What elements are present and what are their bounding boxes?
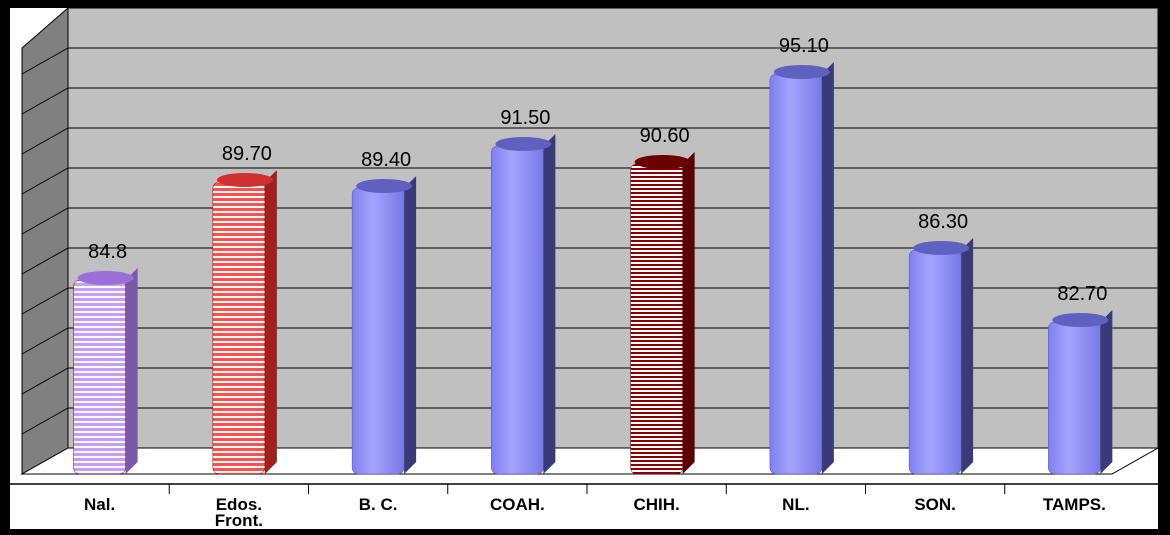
bar-side (682, 152, 695, 474)
gridline-side (21, 287, 69, 315)
chart-frame: 84.8 89.70 89.40 91.50 90.60 95.10 86.30 82.70 … (10, 8, 1158, 529)
bar-side (961, 238, 974, 474)
bar-top (356, 179, 413, 193)
value-label: 82.70 (1057, 283, 1107, 305)
bar-front (908, 249, 962, 475)
bar-side (821, 62, 834, 474)
bar-chart: 84.889.70 89.4091.5090.6095.1086.3082.70 … (10, 8, 1158, 529)
gridline-side (21, 167, 69, 195)
bar-side (264, 170, 277, 474)
bars-group (73, 62, 1113, 475)
bar-side (543, 134, 556, 474)
category-label: B. C. (359, 495, 398, 514)
bar-tamps (1048, 310, 1113, 475)
x-axis: Nal. Edos. Front. B. C. COAH. CHIH. NL. SON. TAM… (10, 483, 1158, 529)
bar-top (216, 173, 273, 187)
gridline-side (21, 47, 69, 75)
gridline-side (21, 247, 69, 275)
bar-front (630, 163, 683, 475)
bar-edos-front (212, 170, 277, 475)
value-label: 89.40 (361, 149, 411, 171)
value-label: 89.70 (222, 143, 272, 165)
bar-top (1052, 313, 1109, 327)
value-label: 90.60 (640, 125, 690, 147)
bar-top (495, 137, 552, 151)
bar-top (913, 241, 970, 255)
value-label: 86.30 (918, 211, 968, 233)
value-label: 84.8 (88, 241, 127, 263)
gridline-side (21, 327, 69, 355)
category-label: SON. (914, 495, 956, 514)
bar-top (773, 65, 830, 79)
bar-son (908, 238, 974, 475)
bar-side (125, 268, 138, 474)
bar-front (212, 181, 266, 475)
side-wall (21, 8, 69, 475)
bar-b-c (351, 176, 417, 475)
gridline-side (21, 407, 69, 435)
category-label: Edos. Front. (215, 495, 263, 529)
gridline-side (21, 127, 69, 155)
bar-top (634, 155, 691, 169)
plot-walls (20, 8, 1158, 475)
bar-nal (73, 268, 138, 475)
category-label: TAMPS. (1043, 495, 1106, 514)
floor (20, 447, 1158, 475)
bar-coah (491, 134, 556, 475)
bar-side (1100, 310, 1113, 474)
value-label: 95.10 (779, 35, 829, 57)
gridline-side (21, 87, 69, 115)
category-label: Nal. (84, 495, 115, 514)
bar-nl (769, 62, 834, 475)
bar-front (491, 145, 544, 475)
bar-chih (630, 152, 695, 475)
category-label: NL. (782, 495, 809, 514)
bar-side (404, 176, 417, 474)
bar-front (769, 73, 823, 475)
bar-front (351, 187, 405, 475)
gridline-side (21, 207, 69, 235)
gridline-side (21, 367, 69, 395)
category-label: COAH. (490, 495, 545, 514)
value-labels: 84.8 89.70 89.40 91.50 90.60 95.10 86.30 82.70 (88, 35, 1107, 305)
bar-front (1048, 321, 1101, 475)
value-label: 91.50 (500, 107, 550, 129)
category-label: CHIH. (633, 495, 679, 514)
bar-front (73, 279, 126, 475)
bar-top (77, 271, 134, 285)
